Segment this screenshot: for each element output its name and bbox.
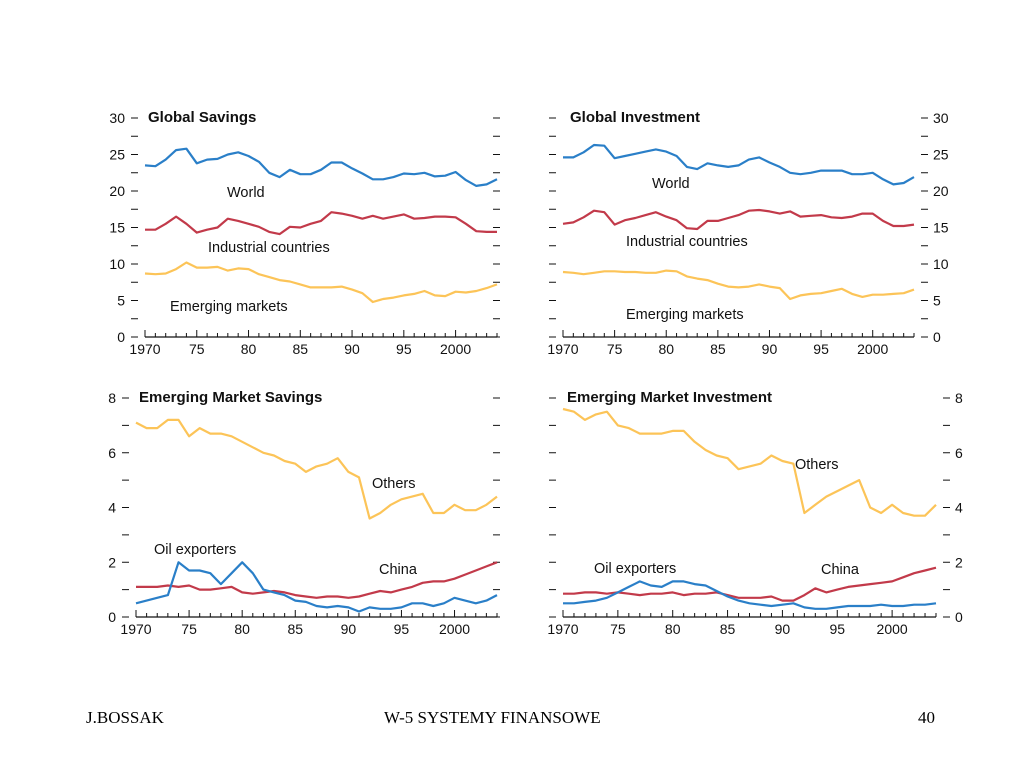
series-line-emerging-markets — [562, 269, 915, 301]
annotation-label: Emerging markets — [170, 299, 288, 315]
chart-panel-2: Global Investment 1970 75 80 85 90 95 2000 0 5 10 1… — [547, 109, 948, 357]
series-line-china — [136, 561, 498, 599]
x-tick-label: 80 — [665, 621, 681, 637]
y-tick-label: 30 — [933, 110, 949, 126]
annotation-label: China — [821, 562, 860, 578]
x-tick-label: 75 — [189, 341, 205, 357]
x-tick-label: 1970 — [129, 341, 160, 357]
chart-panel-1: Global Savings 1970 75 80 85 90 95 2000 0 5 10 15 20… — [109, 109, 500, 357]
annotation-label: Others — [372, 476, 416, 492]
x-tick-label: 1970 — [120, 621, 151, 637]
annotation-label: China — [379, 562, 418, 578]
x-tick-label: 85 — [710, 341, 726, 357]
x-tick-label: 75 — [610, 621, 626, 637]
x-tick-label: 1970 — [547, 621, 578, 637]
x-tick-label: 2000 — [877, 621, 908, 637]
annotation-label: Industrial countries — [208, 240, 330, 256]
x-tick-label: 2000 — [857, 341, 888, 357]
chart-title: Emerging Market Savings — [139, 389, 322, 406]
annotation-label: Oil exporters — [154, 542, 236, 558]
y-tick-label: 5 — [117, 293, 125, 309]
footer-course-title: W-5 SYSTEMY FINANSOWE — [384, 708, 601, 727]
y-tick-label: 0 — [108, 609, 116, 625]
footer-author: J.BOSSAK — [86, 708, 164, 727]
x-tick-label: 85 — [720, 621, 736, 637]
chart-title: Emerging Market Investment — [567, 389, 772, 406]
series-line-others — [135, 418, 498, 520]
y-tick-label: 6 — [108, 445, 116, 461]
y-tick-label: 0 — [117, 329, 125, 345]
y-tick-label: 25 — [109, 147, 125, 163]
y-tick-label: 30 — [109, 110, 125, 126]
series-line-emerging-markets — [144, 261, 498, 304]
x-tick-label: 90 — [775, 621, 791, 637]
x-tick-label: 2000 — [439, 621, 470, 637]
x-tick-label: 75 — [181, 621, 197, 637]
x-tick-label: 95 — [394, 621, 410, 637]
annotation-label: World — [652, 176, 690, 192]
y-tick-label: 4 — [955, 500, 963, 516]
x-tick-label: 80 — [241, 341, 257, 357]
chart-title: Global Savings — [148, 109, 256, 126]
x-tick-label: 90 — [762, 341, 778, 357]
y-tick-label: 25 — [933, 147, 949, 163]
series-line-others — [562, 407, 937, 517]
y-tick-label: 5 — [933, 293, 941, 309]
y-tick-label: 15 — [933, 220, 949, 236]
series-line-industrial-countries — [145, 211, 497, 236]
y-tick-label: 0 — [955, 609, 963, 625]
x-tick-label: 95 — [813, 341, 829, 357]
y-tick-label: 20 — [933, 183, 949, 199]
x-tick-label: 85 — [287, 621, 303, 637]
y-tick-label: 0 — [933, 329, 941, 345]
x-tick-label: 90 — [341, 621, 357, 637]
series-line-world — [144, 147, 498, 187]
y-tick-label: 6 — [955, 445, 963, 461]
series-line-china — [563, 566, 937, 602]
annotation-label: World — [227, 185, 265, 201]
y-tick-label: 10 — [109, 256, 125, 272]
y-tick-label: 10 — [933, 256, 949, 272]
x-tick-label: 90 — [344, 341, 360, 357]
y-tick-label: 15 — [109, 220, 125, 236]
annotation-label: Others — [795, 457, 839, 473]
y-tick-label: 4 — [108, 500, 116, 516]
x-tick-label: 2000 — [440, 341, 471, 357]
y-tick-label: 2 — [955, 554, 963, 570]
annotation-label: Oil exporters — [594, 561, 676, 577]
annotation-label: Industrial countries — [626, 234, 748, 250]
x-tick-label: 75 — [607, 341, 623, 357]
x-tick-label: 95 — [396, 341, 412, 357]
x-tick-label: 95 — [829, 621, 845, 637]
y-tick-label: 8 — [955, 390, 963, 406]
x-tick-label: 1970 — [547, 341, 578, 357]
x-tick-label: 80 — [234, 621, 250, 637]
series-line-industrial-countries — [562, 208, 915, 231]
y-tick-label: 20 — [109, 183, 125, 199]
chart-title: Global Investment — [570, 109, 700, 126]
footer-page-number: 40 — [918, 708, 935, 727]
series-line-oil-exporters — [135, 561, 498, 613]
x-tick-label: 80 — [658, 341, 674, 357]
series-line-oil-exporters — [563, 580, 937, 610]
x-tick-label: 85 — [293, 341, 309, 357]
y-tick-label: 8 — [108, 390, 116, 406]
series-line-world — [563, 143, 915, 186]
y-tick-label: 2 — [108, 554, 116, 570]
annotation-label: Emerging markets — [626, 307, 744, 323]
